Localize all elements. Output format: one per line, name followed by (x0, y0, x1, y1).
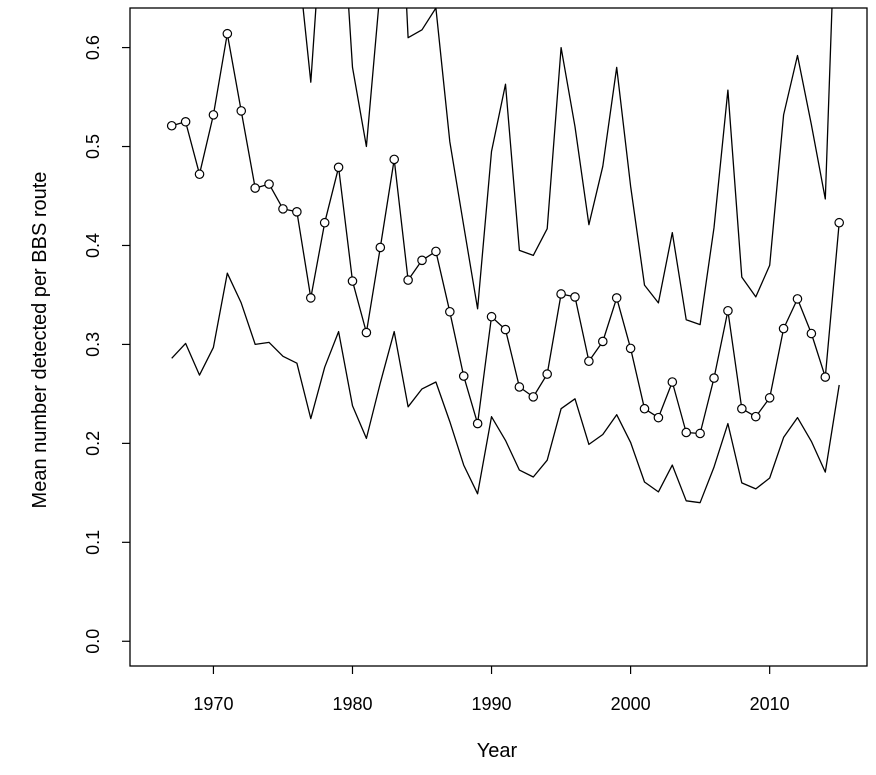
data-point (458, 371, 469, 381)
data-point (723, 305, 733, 316)
data-point (737, 403, 747, 414)
data-point (250, 183, 260, 193)
data-point (542, 369, 552, 379)
data-point (278, 204, 288, 214)
data-point (236, 106, 247, 116)
data-point (806, 328, 817, 339)
x-tick-label: 1970 (193, 694, 233, 714)
data-point (180, 116, 191, 127)
data-point (820, 372, 831, 382)
y-tick-label: 0.6 (83, 35, 103, 60)
data-point (389, 154, 400, 165)
y-tick-label: 0.2 (83, 431, 103, 456)
series-line-3 (302, 8, 833, 326)
data-point (792, 294, 803, 304)
data-point (500, 324, 511, 335)
data-point (194, 169, 205, 180)
data-point (611, 293, 622, 303)
data-point (764, 393, 775, 403)
data-point (222, 28, 233, 39)
data-point (347, 276, 358, 286)
data-point (570, 292, 580, 302)
x-axis-title: Year (477, 740, 518, 762)
data-point (375, 242, 386, 253)
data-point (584, 356, 594, 367)
data-point (709, 373, 719, 383)
data-point (667, 377, 678, 387)
data-point (333, 162, 344, 173)
data-point (639, 403, 650, 414)
data-point (695, 428, 705, 439)
data-point (528, 392, 539, 402)
data-point (486, 311, 497, 322)
data-point (514, 382, 525, 392)
y-tick-label: 0.3 (83, 332, 103, 357)
data-point (319, 217, 330, 228)
data-point (445, 306, 455, 317)
x-axis: 1970 1980 1990 2000 2010 (193, 666, 790, 714)
data-point (556, 289, 566, 299)
data-point (403, 275, 413, 285)
data-point (834, 217, 844, 228)
data-point (597, 336, 608, 347)
y-tick-label: 0.0 (83, 629, 103, 654)
data-point (208, 110, 219, 120)
data-point (292, 207, 302, 217)
x-tick-label: 2010 (750, 694, 790, 714)
data-point (750, 411, 761, 422)
x-tick-label: 1980 (332, 694, 372, 714)
data-point (361, 327, 372, 338)
series-layer (166, 8, 844, 504)
data-point (681, 427, 692, 438)
data-point (166, 120, 177, 131)
x-tick-label: 1990 (472, 694, 512, 714)
data-point (778, 323, 789, 334)
data-point (653, 412, 664, 423)
data-point (264, 179, 274, 189)
y-axis: 0.0 0.1 0.2 0.3 0.4 0.5 0.6 (83, 35, 130, 654)
plot-frame (129, 7, 868, 667)
data-point (625, 343, 636, 354)
data-point (305, 293, 316, 303)
series-line-2 (171, 272, 840, 504)
y-axis-title: Mean number detected per BBS route (29, 172, 51, 509)
data-point (472, 418, 483, 429)
data-point (431, 246, 441, 257)
x-tick-label: 2000 (611, 694, 651, 714)
y-tick-label: 0.1 (83, 530, 103, 555)
y-tick-label: 0.5 (83, 134, 103, 159)
data-point (417, 255, 427, 266)
y-tick-label: 0.4 (83, 233, 103, 258)
